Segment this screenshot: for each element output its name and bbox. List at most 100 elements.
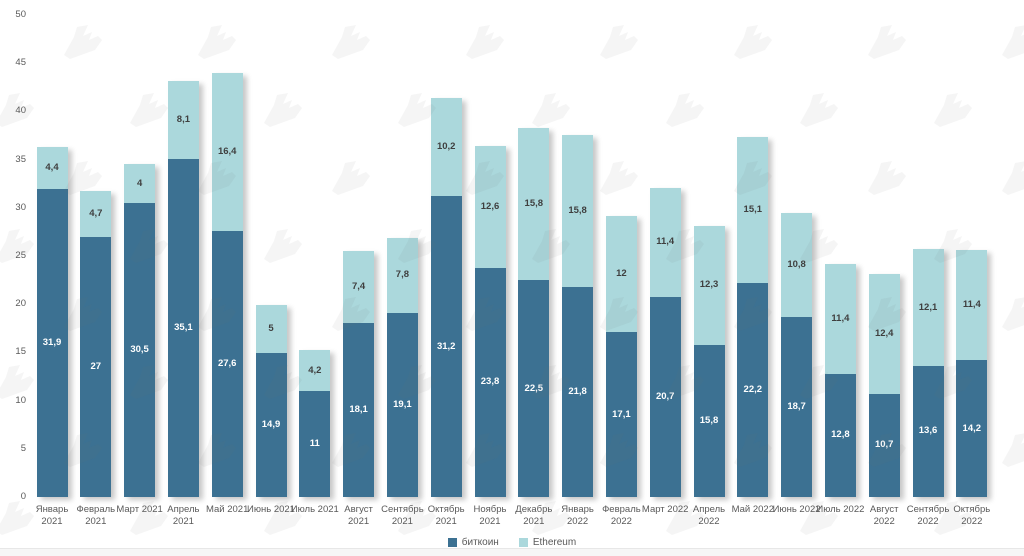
bitcoin-value-label: 18,1 (349, 403, 368, 415)
x-axis-label: Апрель 2021 (167, 504, 200, 527)
y-tick-label: 20 (15, 298, 26, 310)
forklog-logo-watermark-icon (866, 25, 910, 59)
bitcoin-segment (211, 230, 243, 497)
bar-column: 10,2 31,2 (430, 97, 462, 497)
bitcoin-segment (518, 280, 550, 497)
bitcoin-segment (80, 236, 112, 497)
x-axis-label: Январь 2021 (35, 504, 69, 527)
bar-column: 11,4 20,7 (649, 187, 681, 497)
ethereum-segment (299, 350, 331, 391)
bitcoin-segment (430, 196, 462, 497)
ethereum-value-label: 4,4 (45, 162, 59, 174)
bitcoin-segment (167, 158, 199, 497)
y-tick-label: 25 (15, 250, 26, 261)
forklog-logo-watermark-icon (1000, 433, 1024, 467)
x-axis-label: Ноябрь 2021 (473, 504, 507, 527)
ethereum-segment (80, 191, 112, 237)
bitcoin-segment (649, 297, 681, 497)
x-axis-label: Сентябрь 2021 (381, 504, 424, 527)
x-axis-label: Март 2022 (641, 504, 689, 515)
bitcoin-value-label: 20,7 (655, 391, 675, 403)
ethereum-segment (956, 250, 988, 361)
ethereum-segment (518, 127, 550, 281)
bar-column: 10,8 18,7 (781, 212, 813, 497)
bitcoin-value-label: 17,1 (612, 408, 631, 420)
ethereum-segment (36, 147, 68, 190)
ethereum-segment (824, 263, 856, 374)
x-axis-label: Февраль 2022 (602, 504, 641, 527)
forklog-logo-watermark-icon (330, 25, 374, 59)
ethereum-segment (124, 164, 156, 203)
bitcoin-segment (255, 353, 287, 497)
bitcoin-value-label: 22,2 (743, 383, 763, 395)
ethereum-value-label: 15,1 (743, 204, 763, 216)
bitcoin-value-label: 19,1 (393, 398, 412, 410)
y-tick-label: 30 (15, 201, 26, 213)
ethereum-segment (912, 249, 944, 366)
y-tick-label: 40 (15, 105, 26, 117)
bitcoin-segment (474, 267, 506, 497)
ethereum-value-label: 12,3 (699, 279, 719, 291)
bitcoin-segment (693, 344, 725, 497)
ethereum-segment (430, 97, 462, 197)
bitcoin-value-label: 27,6 (217, 357, 237, 369)
ethereum-value-label: 15,8 (568, 204, 587, 216)
ethereum-segment (255, 305, 287, 354)
ethereum-segment (386, 237, 418, 313)
bitcoin-segment (956, 360, 988, 497)
ethereum-value-label: 12,1 (918, 301, 938, 313)
y-tick-label: 45 (15, 57, 26, 69)
forklog-logo-watermark-icon (330, 161, 374, 195)
ethereum-value-label: 4 (136, 177, 143, 189)
ethereum-value-label: 10,2 (436, 141, 456, 153)
ethereum-segment (737, 137, 769, 283)
legend-item-ethereum: Ethereum (518, 537, 576, 548)
ethereum-value-label: 7,4 (351, 280, 366, 292)
ethereum-value-label: 12,6 (480, 200, 500, 212)
x-axis-label: Апрель 2022 (692, 504, 726, 527)
ethereum-segment (649, 187, 681, 298)
bar-column: 7,8 19,1 (386, 237, 418, 497)
ethereum-segment (343, 251, 375, 323)
ethereum-segment (781, 212, 813, 317)
forklog-logo-watermark-icon (1000, 297, 1024, 331)
forklog-logo-watermark-icon (262, 93, 306, 127)
ethereum-value-label: 4,2 (308, 364, 322, 376)
ethereum-value-label: 4,7 (89, 208, 103, 220)
x-axis-label: Август 2021 (344, 504, 373, 527)
forklog-logo-watermark-icon (530, 93, 574, 127)
bitcoin-segment (299, 390, 331, 497)
x-axis-label: Январь 2022 (561, 504, 594, 527)
bitcoin-segment (824, 373, 856, 497)
forklog-logo-watermark-icon (1000, 161, 1024, 195)
bitcoin-value-label: 23,8 (480, 376, 500, 388)
bar-column: 12,3 15,8 (693, 226, 725, 497)
ethereum-value-label: 11,4 (831, 312, 850, 324)
bar-column: 8,1 35,1 (167, 80, 199, 497)
ethereum-legend-swatch (518, 537, 528, 547)
legend: биткоин Ethereum (0, 535, 1024, 549)
ethereum-value-label: 8,1 (176, 113, 190, 125)
x-axis-label: Май 2021 (205, 504, 249, 515)
bar-column: 11,4 14,2 (956, 250, 988, 497)
forklog-logo-watermark-icon (866, 161, 910, 195)
bitcoin-value-label: 22,5 (524, 382, 544, 394)
bitcoin-segment (343, 322, 375, 497)
y-tick-label: 10 (15, 394, 26, 406)
legend-label-bitcoin: биткоин (461, 536, 499, 548)
bar-column: 5 14,9 (255, 305, 287, 497)
ethereum-segment (167, 80, 199, 159)
ethereum-value-label: 7,8 (395, 269, 409, 281)
bitcoin-segment (781, 316, 813, 497)
x-axis-label: Декабрь 2021 (515, 504, 553, 527)
bitcoin-value-label: 14,2 (962, 422, 982, 434)
x-axis-label: Июнь 2022 (772, 504, 821, 515)
x-axis-label: Июль 2022 (816, 504, 865, 515)
bar-column: 12,1 13,6 (912, 249, 944, 497)
bar-column: 11,4 12,8 (824, 263, 856, 497)
ethereum-value-label: 12,4 (874, 328, 894, 340)
bitcoin-value-label: 10,7 (874, 439, 894, 451)
x-axis-label: Сентябрь 2022 (906, 504, 950, 527)
bar-column: 15,1 22,2 (737, 137, 769, 497)
